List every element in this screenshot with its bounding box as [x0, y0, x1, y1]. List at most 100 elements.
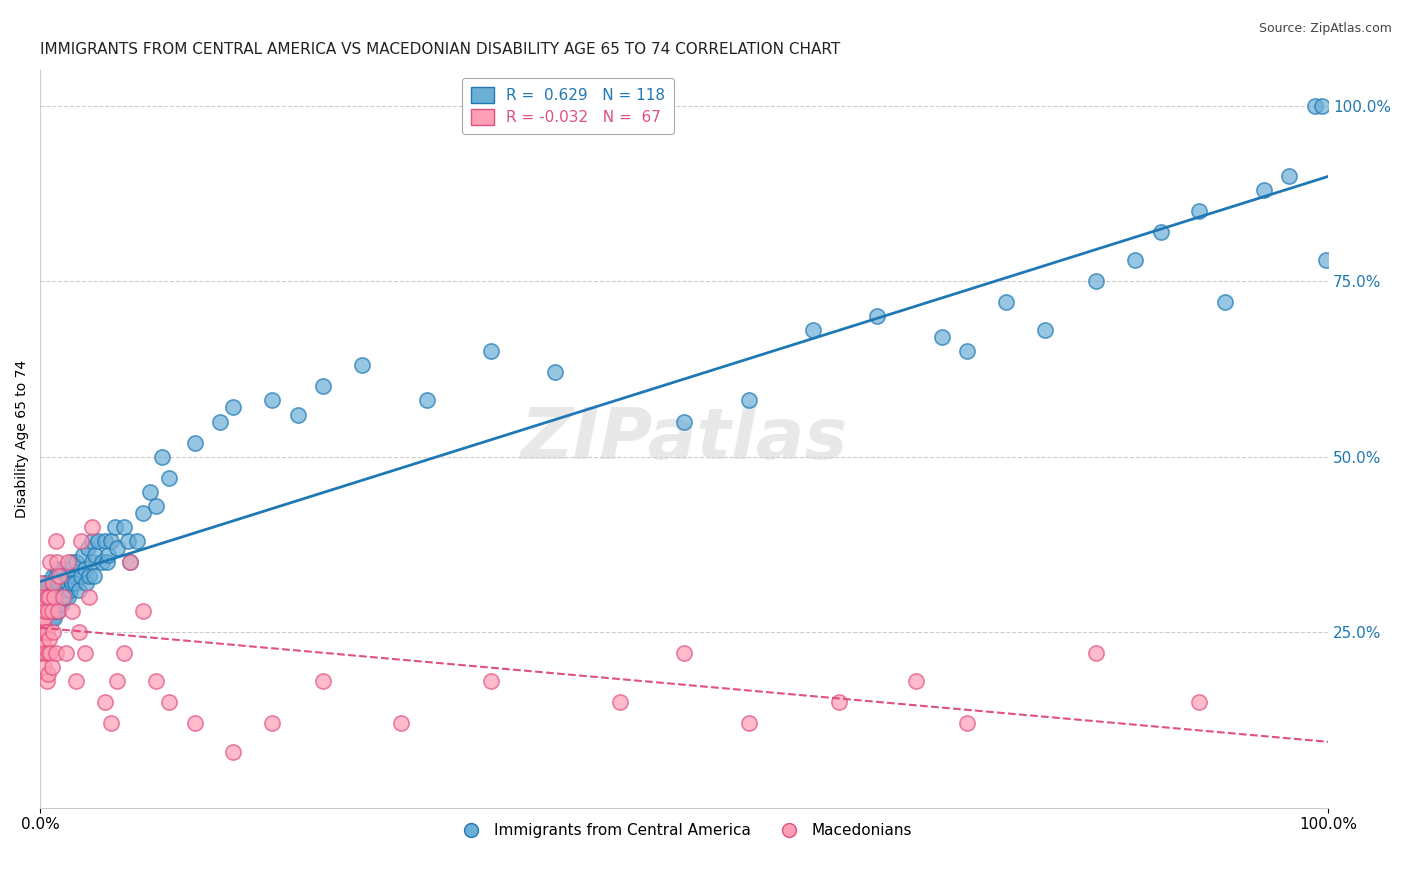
Immigrants from Central America — [87, 533, 110, 548]
Immigrants from Central America — [77, 569, 100, 583]
Macedonians — [260, 716, 283, 731]
Macedonians — [132, 604, 155, 618]
Macedonians — [1188, 695, 1211, 709]
Immigrants from Central America — [58, 569, 80, 583]
Immigrants from Central America — [35, 604, 58, 618]
Immigrants from Central America — [42, 583, 65, 598]
Macedonians — [31, 632, 53, 647]
Macedonians — [737, 716, 759, 731]
Macedonians — [38, 590, 60, 604]
Macedonians — [38, 632, 60, 647]
Macedonians — [479, 674, 502, 689]
Macedonians — [52, 590, 75, 604]
Immigrants from Central America — [58, 590, 80, 604]
Immigrants from Central America — [46, 583, 69, 598]
Immigrants from Central America — [956, 344, 979, 359]
Immigrants from Central America — [83, 569, 105, 583]
Immigrants from Central America — [38, 597, 60, 611]
Immigrants from Central America — [45, 597, 67, 611]
Immigrants from Central America — [1315, 253, 1337, 268]
Immigrants from Central America — [1278, 169, 1301, 183]
Immigrants from Central America — [931, 330, 953, 344]
Immigrants from Central America — [51, 576, 73, 591]
Immigrants from Central America — [84, 548, 107, 562]
Immigrants from Central America — [52, 562, 75, 576]
Immigrants from Central America — [67, 583, 90, 598]
Macedonians — [44, 590, 66, 604]
Immigrants from Central America — [55, 583, 77, 598]
Immigrants from Central America — [479, 344, 502, 359]
Immigrants from Central America — [48, 597, 70, 611]
Immigrants from Central America — [41, 590, 63, 604]
Immigrants from Central America — [41, 576, 63, 591]
Y-axis label: Disability Age 65 to 74: Disability Age 65 to 74 — [15, 360, 30, 518]
Macedonians — [67, 625, 90, 640]
Immigrants from Central America — [34, 597, 56, 611]
Immigrants from Central America — [801, 323, 824, 337]
Immigrants from Central America — [30, 604, 52, 618]
Macedonians — [389, 716, 412, 731]
Immigrants from Central America — [48, 576, 70, 591]
Macedonians — [34, 604, 56, 618]
Immigrants from Central America — [1213, 295, 1236, 310]
Macedonians — [75, 646, 97, 660]
Macedonians — [32, 639, 55, 653]
Immigrants from Central America — [49, 569, 72, 583]
Macedonians — [39, 555, 62, 569]
Immigrants from Central America — [39, 604, 62, 618]
Macedonians — [904, 674, 927, 689]
Macedonians — [32, 597, 55, 611]
Immigrants from Central America — [183, 435, 205, 450]
Immigrants from Central America — [1188, 203, 1211, 218]
Macedonians — [30, 604, 52, 618]
Immigrants from Central America — [32, 576, 55, 591]
Macedonians — [93, 695, 115, 709]
Immigrants from Central America — [60, 555, 83, 569]
Immigrants from Central America — [117, 533, 139, 548]
Immigrants from Central America — [34, 590, 56, 604]
Immigrants from Central America — [31, 597, 53, 611]
Immigrants from Central America — [866, 309, 889, 323]
Macedonians — [35, 625, 58, 640]
Immigrants from Central America — [32, 611, 55, 625]
Immigrants from Central America — [44, 576, 66, 591]
Immigrants from Central America — [544, 365, 567, 379]
Immigrants from Central America — [39, 597, 62, 611]
Macedonians — [45, 646, 67, 660]
Immigrants from Central America — [34, 583, 56, 598]
Macedonians — [37, 604, 59, 618]
Immigrants from Central America — [37, 611, 59, 625]
Macedonians — [145, 674, 167, 689]
Macedonians — [48, 569, 70, 583]
Immigrants from Central America — [287, 408, 309, 422]
Immigrants from Central America — [45, 569, 67, 583]
Immigrants from Central America — [37, 604, 59, 618]
Immigrants from Central America — [125, 533, 148, 548]
Macedonians — [34, 625, 56, 640]
Immigrants from Central America — [46, 604, 69, 618]
Macedonians — [100, 716, 122, 731]
Immigrants from Central America — [100, 533, 122, 548]
Immigrants from Central America — [995, 295, 1018, 310]
Macedonians — [31, 590, 53, 604]
Immigrants from Central America — [104, 520, 127, 534]
Immigrants from Central America — [673, 415, 696, 429]
Immigrants from Central America — [1253, 183, 1275, 197]
Immigrants from Central America — [49, 590, 72, 604]
Immigrants from Central America — [35, 583, 58, 598]
Macedonians — [30, 576, 52, 591]
Immigrants from Central America — [222, 401, 245, 415]
Immigrants from Central America — [31, 583, 53, 598]
Immigrants from Central America — [32, 590, 55, 604]
Immigrants from Central America — [55, 562, 77, 576]
Macedonians — [828, 695, 851, 709]
Immigrants from Central America — [1085, 274, 1108, 288]
Text: IMMIGRANTS FROM CENTRAL AMERICA VS MACEDONIAN DISABILITY AGE 65 TO 74 CORRELATIO: IMMIGRANTS FROM CENTRAL AMERICA VS MACED… — [41, 42, 841, 57]
Immigrants from Central America — [1303, 98, 1326, 112]
Immigrants from Central America — [45, 604, 67, 618]
Immigrants from Central America — [51, 597, 73, 611]
Macedonians — [46, 604, 69, 618]
Immigrants from Central America — [56, 576, 79, 591]
Immigrants from Central America — [42, 604, 65, 618]
Macedonians — [42, 625, 65, 640]
